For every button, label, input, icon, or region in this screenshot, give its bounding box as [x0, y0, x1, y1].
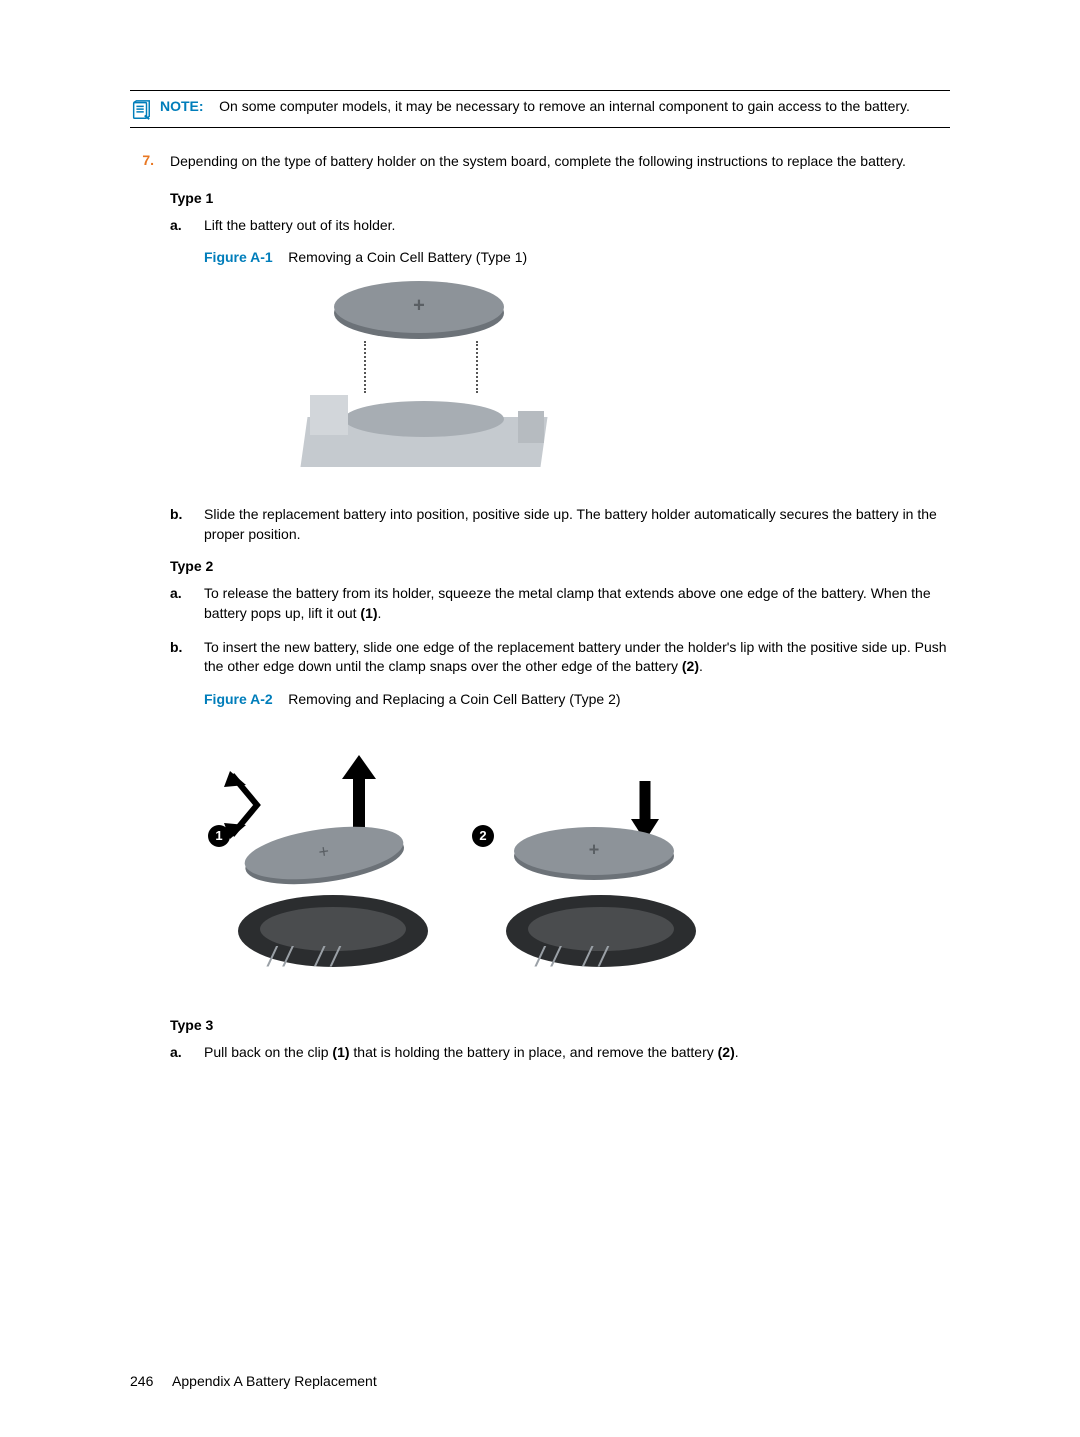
step-text: Depending on the type of battery holder … [170, 152, 950, 172]
type1-step-a: a. Lift the battery out of its holder. [170, 216, 950, 236]
coin-cell-icon [334, 281, 504, 333]
figure-title: Removing and Replacing a Coin Cell Batte… [288, 691, 620, 707]
figure-a2-caption: Figure A-2 Removing and Replacing a Coin… [204, 691, 950, 707]
note-icon [130, 99, 152, 121]
arrow-up-icon [336, 753, 382, 830]
substep-body: Pull back on the clip (1) that is holdin… [204, 1043, 950, 1063]
figure-a2: 1 2 // // [204, 719, 724, 989]
guide-line [476, 341, 478, 393]
figure-title: Removing a Coin Cell Battery (Type 1) [288, 249, 527, 265]
substep-label: a. [170, 216, 190, 236]
section-title: Appendix A Battery Replacement [172, 1373, 377, 1389]
page-number: 246 [130, 1373, 153, 1389]
step-number: 7. [130, 152, 154, 172]
type1-heading: Type 1 [170, 190, 950, 206]
substep-body: To release the battery from its holder, … [204, 584, 950, 623]
type1-step-b: b. Slide the replacement battery into po… [170, 505, 950, 544]
figure-a1-caption: Figure A-1 Removing a Coin Cell Battery … [204, 249, 950, 265]
type3-heading: Type 3 [170, 1017, 950, 1033]
substep-body: To insert the new battery, slide one edg… [204, 638, 950, 677]
figure-a1 [204, 277, 644, 477]
type2-heading: Type 2 [170, 558, 950, 574]
step-7: 7. Depending on the type of battery hold… [130, 152, 950, 172]
battery-holder-icon: // // [228, 859, 438, 969]
note-label: NOTE: [160, 98, 204, 114]
type2-step-b: b. To insert the new battery, slide one … [170, 638, 950, 677]
guide-line [364, 341, 366, 393]
page-footer: 246 Appendix A Battery Replacement [130, 1373, 377, 1389]
note-block: NOTE: On some computer models, it may be… [130, 90, 950, 128]
type3-step-a: a. Pull back on the clip (1) that is hol… [170, 1043, 950, 1063]
substep-label: b. [170, 638, 190, 677]
battery-holder-icon: // // [496, 859, 706, 969]
substep-body: Lift the battery out of its holder. [204, 216, 950, 236]
substep-label: a. [170, 584, 190, 623]
callout-2: 2 [472, 825, 494, 847]
note-text: NOTE: On some computer models, it may be… [160, 97, 950, 117]
substep-label: b. [170, 505, 190, 544]
battery-holder-icon [304, 395, 544, 473]
figure-label: Figure A-2 [204, 691, 273, 707]
note-body: On some computer models, it may be neces… [219, 98, 910, 114]
figure-label: Figure A-1 [204, 249, 273, 265]
page-content: NOTE: On some computer models, it may be… [0, 0, 1080, 1116]
substep-body: Slide the replacement battery into posit… [204, 505, 950, 544]
substep-label: a. [170, 1043, 190, 1063]
squeeze-arrow-icon [222, 765, 292, 848]
type2-step-a: a. To release the battery from its holde… [170, 584, 950, 623]
